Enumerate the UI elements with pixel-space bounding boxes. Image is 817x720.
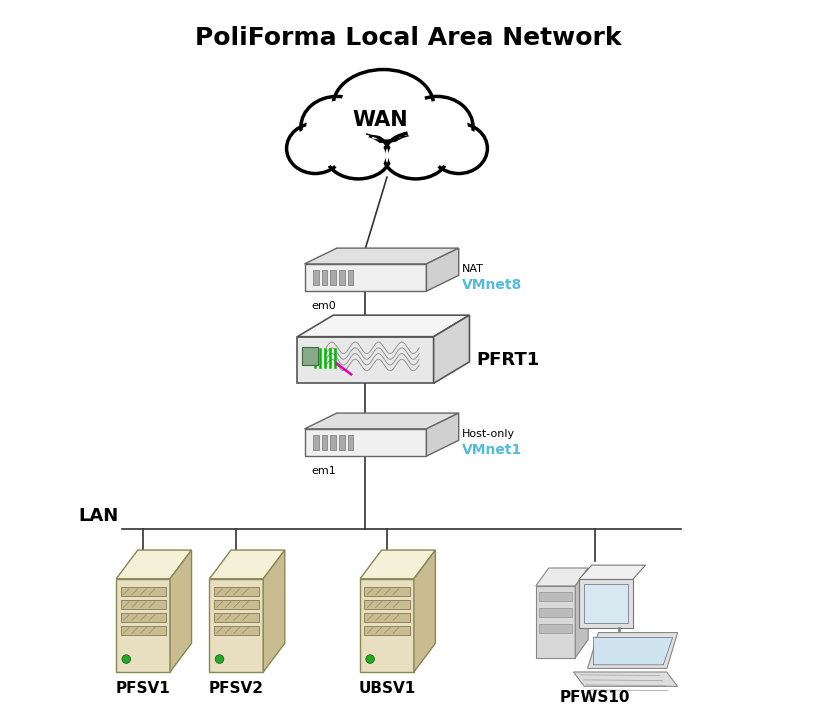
Polygon shape: [116, 550, 191, 579]
Ellipse shape: [435, 127, 483, 170]
Ellipse shape: [326, 132, 391, 179]
Circle shape: [215, 654, 224, 663]
Polygon shape: [313, 435, 319, 450]
Ellipse shape: [430, 123, 488, 174]
Ellipse shape: [291, 127, 340, 170]
Polygon shape: [539, 608, 572, 617]
Polygon shape: [330, 270, 336, 285]
Polygon shape: [170, 550, 191, 672]
Text: WAN: WAN: [352, 109, 408, 130]
Text: em1: em1: [311, 466, 337, 476]
Ellipse shape: [407, 101, 467, 153]
Polygon shape: [121, 588, 166, 596]
Ellipse shape: [341, 75, 426, 136]
Polygon shape: [214, 588, 259, 596]
Polygon shape: [360, 550, 435, 579]
Text: VMnet1: VMnet1: [462, 443, 523, 456]
Polygon shape: [578, 580, 632, 629]
Polygon shape: [322, 270, 328, 285]
Polygon shape: [536, 568, 588, 586]
Polygon shape: [364, 600, 409, 609]
Polygon shape: [364, 626, 409, 635]
Polygon shape: [214, 600, 259, 609]
Text: UBSV1: UBSV1: [359, 681, 416, 696]
Text: PFRT1: PFRT1: [476, 351, 540, 369]
Ellipse shape: [333, 70, 434, 141]
Polygon shape: [322, 435, 328, 450]
Polygon shape: [297, 315, 470, 337]
Polygon shape: [578, 565, 645, 580]
Text: PFSV2: PFSV2: [209, 681, 264, 696]
Polygon shape: [339, 435, 345, 450]
Ellipse shape: [301, 96, 373, 158]
Polygon shape: [263, 550, 285, 672]
Polygon shape: [426, 248, 458, 291]
Polygon shape: [414, 550, 435, 672]
Text: LAN: LAN: [78, 507, 118, 525]
Ellipse shape: [388, 136, 443, 176]
Polygon shape: [121, 600, 166, 609]
Polygon shape: [209, 579, 263, 672]
Polygon shape: [539, 593, 572, 601]
Polygon shape: [539, 624, 572, 633]
Text: VMnet8: VMnet8: [462, 278, 523, 292]
Ellipse shape: [331, 136, 386, 176]
FancyBboxPatch shape: [302, 348, 318, 365]
Polygon shape: [214, 626, 259, 635]
Polygon shape: [297, 337, 434, 383]
Polygon shape: [574, 672, 677, 686]
Text: em0: em0: [311, 301, 337, 311]
Circle shape: [366, 654, 374, 663]
Polygon shape: [347, 435, 353, 450]
Polygon shape: [121, 613, 166, 622]
Polygon shape: [584, 585, 627, 624]
Polygon shape: [347, 270, 353, 285]
Polygon shape: [121, 626, 166, 635]
Text: PFWS10: PFWS10: [560, 690, 630, 705]
Text: Host-only: Host-only: [462, 429, 516, 439]
Polygon shape: [313, 270, 319, 285]
Polygon shape: [434, 315, 470, 383]
Polygon shape: [587, 633, 677, 668]
Polygon shape: [364, 588, 409, 596]
Polygon shape: [116, 579, 170, 672]
Ellipse shape: [383, 132, 448, 179]
Polygon shape: [339, 270, 345, 285]
Polygon shape: [214, 613, 259, 622]
Circle shape: [122, 654, 131, 663]
Polygon shape: [305, 413, 458, 429]
Ellipse shape: [306, 101, 368, 153]
Polygon shape: [305, 248, 458, 264]
Text: PoliForma Local Area Network: PoliForma Local Area Network: [195, 27, 622, 50]
Polygon shape: [364, 613, 409, 622]
Polygon shape: [575, 568, 588, 657]
Ellipse shape: [401, 96, 473, 158]
Polygon shape: [360, 579, 414, 672]
Ellipse shape: [287, 123, 344, 174]
Polygon shape: [209, 550, 285, 579]
Polygon shape: [330, 435, 336, 450]
Polygon shape: [426, 413, 458, 456]
Polygon shape: [593, 638, 672, 665]
Text: PFSV1: PFSV1: [116, 681, 171, 696]
Text: NAT: NAT: [462, 264, 484, 274]
Polygon shape: [536, 586, 575, 657]
Polygon shape: [305, 429, 426, 456]
Polygon shape: [305, 264, 426, 291]
